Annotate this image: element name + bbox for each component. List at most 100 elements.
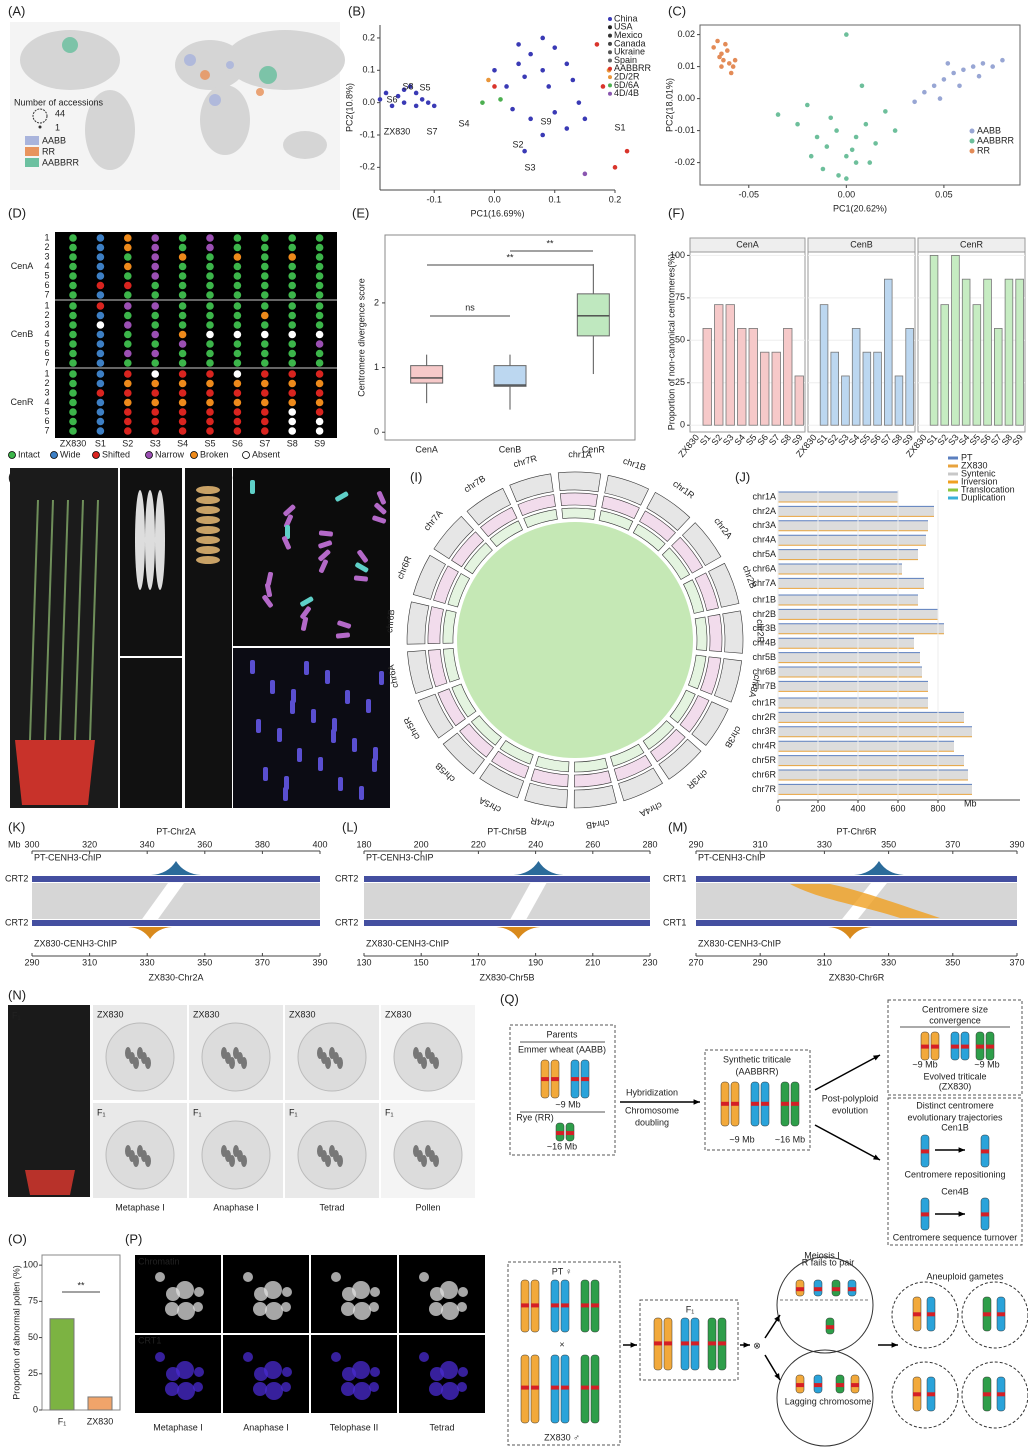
diagram-text: × xyxy=(559,1339,564,1349)
signal xyxy=(369,1302,379,1312)
chromosome-spot xyxy=(300,596,314,607)
centromere xyxy=(551,1303,559,1308)
centromere xyxy=(581,1385,589,1390)
chromosome-spot xyxy=(264,583,273,598)
karyotype-block xyxy=(557,471,602,493)
state-dot xyxy=(315,321,324,329)
point xyxy=(715,38,720,44)
state-dot xyxy=(288,359,297,367)
signal xyxy=(341,1382,355,1396)
sample-label: S3 xyxy=(524,162,535,172)
state-dot xyxy=(151,389,159,397)
box xyxy=(576,293,610,337)
state-dot xyxy=(124,359,132,367)
zx-track xyxy=(642,720,675,750)
photo-fish xyxy=(233,468,390,646)
synteny xyxy=(364,883,650,919)
bar xyxy=(714,304,724,426)
panel-label: (M) xyxy=(668,819,688,834)
state-dot xyxy=(178,340,187,348)
spike xyxy=(155,490,165,590)
state-dot xyxy=(206,389,214,397)
centromere xyxy=(832,1287,840,1292)
diagram-text: evolution xyxy=(832,1105,868,1115)
state-dot xyxy=(206,340,214,348)
facet-title: CenR xyxy=(960,239,984,249)
signal xyxy=(457,1302,467,1312)
centromere xyxy=(581,1077,589,1082)
signal xyxy=(177,1382,195,1400)
state-dot xyxy=(178,253,187,261)
point xyxy=(425,100,431,105)
point xyxy=(980,61,986,66)
point xyxy=(431,103,437,109)
chromosome-spot xyxy=(284,776,289,790)
point xyxy=(834,128,839,133)
point xyxy=(395,93,401,99)
chromosome-spot xyxy=(372,758,377,772)
point xyxy=(795,121,800,127)
chromosome-label: chr6R xyxy=(395,554,414,580)
repeat-band xyxy=(364,920,650,926)
point xyxy=(892,128,898,133)
state-dot xyxy=(288,379,297,388)
point xyxy=(480,100,485,105)
chromosome-spot xyxy=(262,594,273,608)
state-dot xyxy=(233,234,242,242)
chromosome-spot xyxy=(359,786,364,800)
accession-circle xyxy=(200,70,210,80)
zx-track xyxy=(451,683,477,718)
point xyxy=(805,102,810,108)
state-dot xyxy=(124,398,132,407)
legend-label: Mexico xyxy=(614,30,643,40)
state-dot xyxy=(96,389,105,397)
state-dot xyxy=(151,370,159,378)
synteny-band xyxy=(778,623,944,634)
zx-track xyxy=(598,510,634,531)
pt-track xyxy=(573,770,612,788)
legend-marker xyxy=(608,91,612,96)
legend-label: Narrow xyxy=(155,449,185,459)
diagram-text: Aneuploid gametes xyxy=(926,1271,1004,1281)
state-dot xyxy=(178,427,187,435)
signal xyxy=(155,1272,165,1282)
state-dot xyxy=(261,408,269,416)
point xyxy=(725,48,730,53)
state-dot xyxy=(124,272,132,280)
state-dot xyxy=(151,330,159,339)
point xyxy=(814,134,820,140)
accession-circle xyxy=(259,66,277,84)
karyotype-block xyxy=(509,473,554,503)
legend-label: Ukraine xyxy=(614,47,645,57)
state-dot xyxy=(206,253,214,261)
point xyxy=(922,89,927,95)
arrow-head xyxy=(873,1055,880,1061)
point xyxy=(726,61,732,66)
diagram-text: Post-polyploid xyxy=(822,1093,879,1103)
chromosome xyxy=(229,1057,235,1069)
centromere xyxy=(927,1392,935,1397)
state-dot xyxy=(206,302,214,310)
point xyxy=(912,99,917,105)
x-tick-label: 330 xyxy=(817,839,832,849)
point xyxy=(383,90,389,96)
point xyxy=(873,141,878,146)
karyotype-block xyxy=(658,738,702,780)
chromosome-spot xyxy=(304,661,309,675)
synteny-band xyxy=(778,726,972,737)
chromosome-label: chr2A xyxy=(752,506,776,516)
synteny-band xyxy=(778,784,972,795)
zx-track xyxy=(694,616,708,651)
state-dot xyxy=(69,311,77,320)
centromere xyxy=(531,1385,539,1390)
signal xyxy=(282,1287,292,1297)
state-dot xyxy=(69,272,77,280)
chromosome-spot xyxy=(270,680,275,694)
legend-label: Broken xyxy=(200,449,229,459)
signal xyxy=(441,1382,459,1400)
y-tick-label: 25 xyxy=(28,1368,38,1378)
chromosome-spot xyxy=(263,767,268,781)
diagram-text: Centromere size xyxy=(922,1004,988,1014)
synteny-band xyxy=(778,506,934,517)
